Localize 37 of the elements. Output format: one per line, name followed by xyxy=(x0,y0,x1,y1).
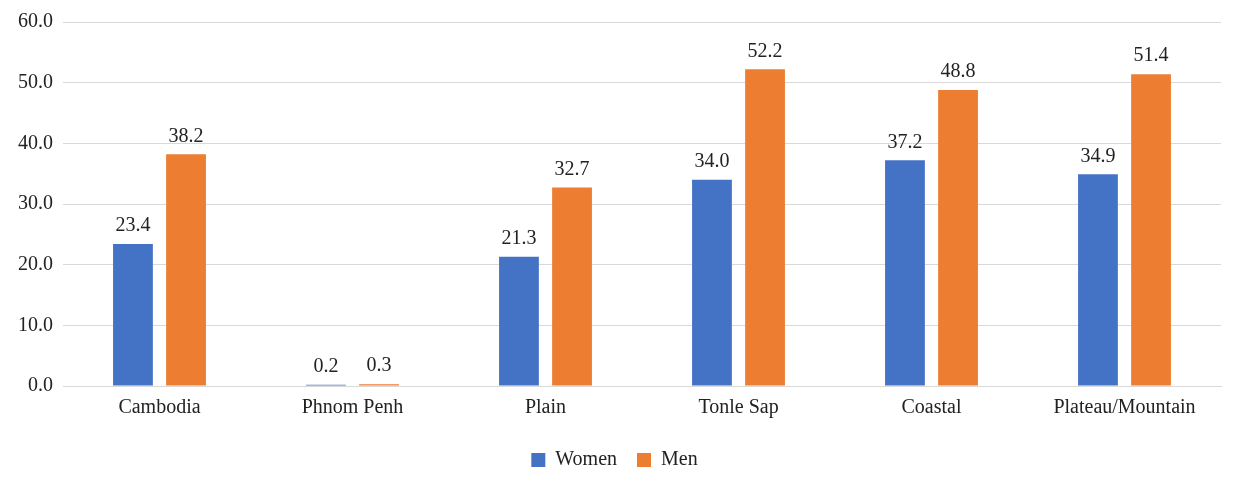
x-tick-label: Plateau/Mountain xyxy=(1053,395,1196,418)
data-label: 51.4 xyxy=(1133,43,1169,66)
bar xyxy=(745,69,785,386)
y-tick-label: 0.0 xyxy=(28,373,53,396)
bar xyxy=(692,179,732,386)
legend-label: Women xyxy=(555,447,618,470)
data-label: 34.0 xyxy=(694,148,730,171)
data-label: 21.3 xyxy=(501,226,537,249)
data-label: 37.2 xyxy=(887,129,923,152)
bar xyxy=(113,244,153,386)
y-tick-label: 50.0 xyxy=(18,69,53,92)
x-tick-label: Phnom Penh xyxy=(301,395,404,418)
data-label: 52.2 xyxy=(747,38,783,61)
x-tick-label: Coastal xyxy=(901,395,962,418)
x-tick-label: Cambodia xyxy=(118,395,201,418)
y-tick-label: 60.0 xyxy=(18,9,53,32)
y-tick-label: 40.0 xyxy=(18,130,53,153)
bar xyxy=(938,89,978,386)
data-label: 0.2 xyxy=(313,354,339,377)
y-tick-label: 20.0 xyxy=(18,251,53,274)
legend-label: Men xyxy=(661,447,698,470)
data-label: 23.4 xyxy=(115,213,151,236)
x-tick-label: Plain xyxy=(524,395,567,418)
bar xyxy=(1078,174,1118,386)
data-label: 32.7 xyxy=(554,156,590,179)
data-label: 34.9 xyxy=(1080,143,1116,166)
bar xyxy=(1131,74,1171,386)
data-label: 0.3 xyxy=(366,353,392,376)
data-label: 38.2 xyxy=(168,123,204,146)
data-label: 48.8 xyxy=(940,59,976,82)
y-tick-label: 10.0 xyxy=(18,312,53,335)
bar xyxy=(166,154,206,386)
bar xyxy=(552,187,592,386)
y-tick-label: 30.0 xyxy=(18,191,53,214)
bar xyxy=(885,160,925,386)
bar xyxy=(499,256,539,386)
x-tick-label: Tonle Sap xyxy=(698,395,779,419)
